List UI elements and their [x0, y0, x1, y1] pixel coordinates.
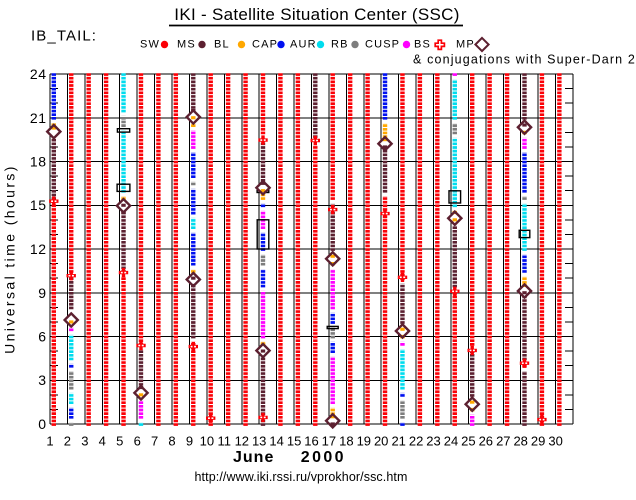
- svg-text:Universal time (hours): Universal time (hours): [2, 164, 18, 354]
- svg-text:18: 18: [30, 154, 47, 170]
- svg-text:8: 8: [168, 434, 175, 449]
- svg-text:IB_TAIL:: IB_TAIL:: [31, 28, 97, 45]
- svg-text:RB: RB: [331, 39, 349, 51]
- svg-text:6: 6: [134, 434, 141, 449]
- svg-text:29: 29: [531, 434, 545, 449]
- svg-text:30: 30: [548, 434, 562, 449]
- svg-text:http://www.iki.rssi.ru/vprokho: http://www.iki.rssi.ru/vprokhor/ssc.htm: [195, 470, 408, 484]
- svg-text:SW: SW: [140, 39, 160, 51]
- svg-text:24: 24: [30, 66, 47, 82]
- svg-text:6: 6: [38, 329, 46, 345]
- svg-text:4: 4: [99, 434, 106, 449]
- svg-text:June: June: [233, 449, 274, 466]
- svg-text:15: 15: [287, 434, 301, 449]
- svg-text:9: 9: [38, 285, 46, 301]
- svg-text:CAP: CAP: [252, 39, 278, 51]
- svg-text:BS: BS: [414, 39, 431, 51]
- svg-text:21: 21: [391, 434, 405, 449]
- svg-text:2: 2: [64, 434, 71, 449]
- svg-text:CUSP: CUSP: [365, 39, 400, 51]
- svg-text:IKI - Satellite Situation Cent: IKI - Satellite Situation Center (SSC): [174, 5, 459, 24]
- svg-text:3: 3: [81, 434, 88, 449]
- svg-text:11: 11: [218, 434, 232, 449]
- svg-text:2000: 2000: [301, 449, 346, 466]
- svg-text:MS: MS: [177, 39, 196, 51]
- svg-text:18: 18: [339, 434, 353, 449]
- svg-text:12: 12: [30, 241, 47, 257]
- svg-text:20: 20: [374, 434, 388, 449]
- svg-text:0: 0: [38, 416, 46, 432]
- svg-text:MP: MP: [456, 39, 475, 51]
- svg-text:24: 24: [444, 434, 458, 449]
- svg-text:10: 10: [200, 434, 214, 449]
- svg-text:& conjugations with Super-Darn: & conjugations with Super-Darn 2: [413, 53, 636, 67]
- svg-text:13: 13: [252, 434, 266, 449]
- svg-text:23: 23: [426, 434, 440, 449]
- svg-text:5: 5: [116, 434, 123, 449]
- svg-text:12: 12: [235, 434, 249, 449]
- svg-text:1: 1: [46, 434, 53, 449]
- svg-text:17: 17: [322, 434, 336, 449]
- svg-text:28: 28: [513, 434, 527, 449]
- svg-text:3: 3: [38, 372, 46, 388]
- svg-text:26: 26: [479, 434, 493, 449]
- svg-text:22: 22: [409, 434, 423, 449]
- svg-text:19: 19: [357, 434, 371, 449]
- svg-text:AUR: AUR: [290, 39, 317, 51]
- svg-text:BL: BL: [214, 39, 230, 51]
- svg-text:14: 14: [269, 434, 283, 449]
- svg-text:9: 9: [186, 434, 193, 449]
- svg-text:16: 16: [304, 434, 318, 449]
- svg-text:27: 27: [496, 434, 510, 449]
- svg-text:15: 15: [30, 197, 47, 213]
- svg-text:21: 21: [30, 110, 47, 126]
- svg-text:25: 25: [461, 434, 475, 449]
- svg-text:7: 7: [151, 434, 158, 449]
